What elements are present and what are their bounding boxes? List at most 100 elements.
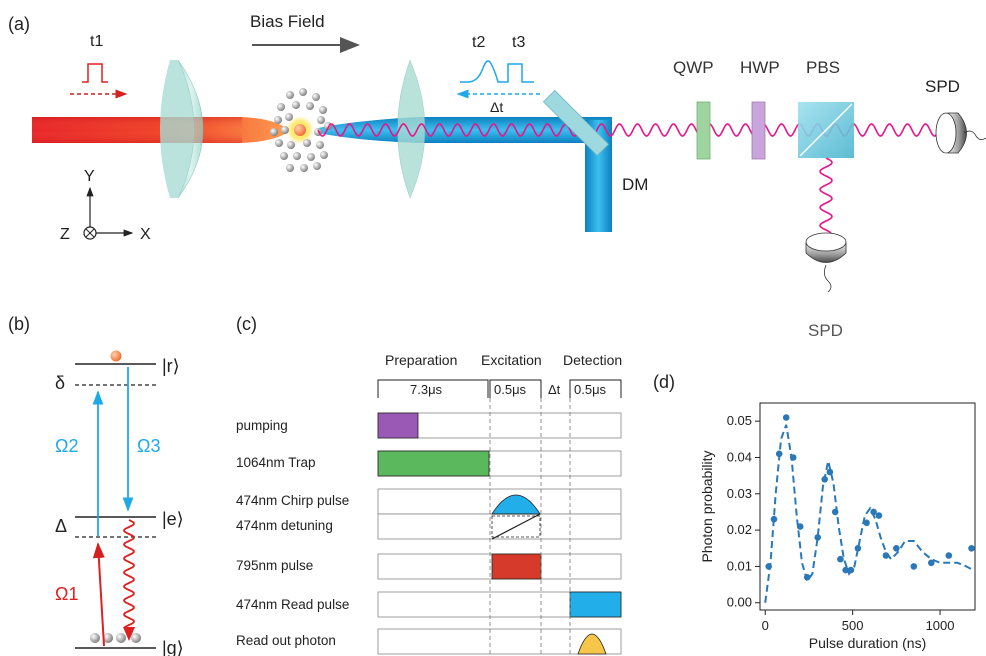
data-point — [875, 512, 883, 519]
data-point — [765, 563, 772, 570]
atom-cloud — [270, 88, 332, 172]
cloud-atom — [316, 141, 324, 149]
exc-duration: 0.5μs — [494, 382, 527, 397]
data-point — [803, 574, 811, 581]
prep-duration: 7.3μs — [410, 382, 443, 397]
fit-curve — [764, 424, 974, 603]
x-axis-title: Pulse duration (ns) — [809, 635, 927, 651]
panel-d-label: (d) — [653, 372, 675, 392]
phase-detection-label: Detection — [563, 352, 622, 368]
cloud-atom — [275, 139, 283, 147]
lens-right — [397, 59, 426, 199]
y-tick-label: 0.03 — [727, 486, 752, 501]
cloud-atom — [285, 113, 293, 121]
data-point — [910, 563, 918, 570]
y-axis-label: Y — [84, 168, 95, 185]
spd-right — [935, 112, 986, 154]
pulse-795 — [491, 553, 542, 580]
cloud-atom — [303, 139, 311, 147]
cloud-atom — [277, 103, 285, 111]
state-g-label: |g⟩ — [162, 638, 184, 656]
z-axis-label: Z — [60, 226, 70, 243]
pumping-pulse — [377, 412, 419, 439]
data-point — [945, 552, 953, 559]
cloud-atom — [300, 164, 308, 172]
pbs-label: PBS — [806, 58, 840, 77]
data-point — [863, 519, 870, 527]
delta-t-label: Δt — [490, 99, 503, 115]
photon-wave-vertical — [819, 157, 833, 234]
row-label-trap: 1064nm Trap — [236, 455, 316, 470]
decay-photon-wave — [123, 519, 135, 629]
y-axis-title: Photon probability — [699, 450, 715, 562]
y-tick-label: 0.01 — [727, 558, 752, 573]
cloud-atom — [319, 106, 327, 114]
state-r-label: |r⟩ — [162, 356, 180, 376]
trap-pulse — [377, 450, 490, 477]
cloud-atom — [274, 116, 282, 124]
cloud-atom — [313, 162, 321, 170]
cloud-atom — [280, 152, 288, 160]
cloud-atom — [306, 102, 314, 110]
cloud-atom — [286, 91, 294, 99]
plot-frame — [759, 402, 976, 611]
t3-label: t3 — [512, 34, 525, 51]
photon-probability-chart: 0 500 1000 0.00 0.01 0.02 0.03 0.04 0.05 Pulse du… — [699, 402, 976, 651]
data-point — [882, 552, 890, 559]
data-point — [796, 523, 804, 530]
data-point — [831, 508, 839, 516]
cloud-atom — [281, 126, 289, 134]
qwp-label: QWP — [673, 58, 714, 77]
spd-bottom-face — [805, 232, 847, 252]
x-tick-label: 1000 — [926, 618, 955, 633]
omega1-label: Ω1 — [55, 584, 78, 604]
cloud-atom — [293, 152, 301, 160]
data-point — [782, 414, 790, 421]
data-point — [842, 566, 849, 574]
t2-label: t2 — [472, 34, 485, 51]
data-point — [789, 454, 797, 461]
row-label-795: 795nm pulse — [236, 558, 313, 573]
cloud-atom — [270, 128, 278, 136]
coordinate-axes: Y Z X — [60, 168, 151, 243]
cloud-atom — [287, 141, 295, 149]
prep-bracket — [377, 379, 489, 398]
data-point — [821, 476, 828, 483]
cloud-atom — [299, 88, 307, 96]
hwp-plate — [751, 101, 766, 160]
row-box-pumping — [377, 412, 622, 439]
det-duration: 0.5μs — [574, 382, 607, 397]
y-tick-label: 0.05 — [727, 413, 752, 428]
rydberg-atom — [110, 350, 122, 362]
spd-bottom — [805, 232, 847, 293]
row-label-read-out: Read out photon — [236, 633, 336, 648]
x-tick-label: 0 — [762, 618, 769, 633]
panel-a-label: (a) — [8, 14, 30, 34]
read-out-photon — [577, 633, 607, 655]
panel-c-label: (c) — [236, 314, 257, 334]
omega3-label: Ω3 — [137, 436, 160, 456]
detuning-ramp — [491, 513, 541, 540]
data-point — [893, 545, 900, 552]
decay-arrowhead — [123, 627, 135, 641]
delta-big-label: Δ — [55, 516, 67, 536]
t1-label: t1 — [90, 33, 103, 50]
panel-c: (c) Preparation Excitation Detection 7.3… — [236, 314, 622, 655]
t1-pulse — [82, 63, 108, 83]
data-point — [968, 545, 975, 552]
pbs-diagonal — [799, 103, 853, 157]
cloud-atom — [292, 101, 300, 109]
det-bracket — [569, 379, 622, 398]
x-axis-label: X — [140, 226, 151, 243]
cloud-atoms — [270, 88, 332, 172]
panel-d: (d) 0 500 1000 0.00 0.01 0.02 0.03 0.04 0.05 Puls… — [653, 372, 976, 651]
gap-duration: Δt — [548, 382, 561, 397]
phase-excitation-label: Excitation — [481, 352, 542, 368]
data-point — [770, 515, 778, 523]
exc-bracket — [489, 379, 542, 398]
ground-atom — [131, 633, 141, 643]
spd-right-cable — [963, 130, 986, 140]
cloud-atom — [286, 164, 294, 172]
